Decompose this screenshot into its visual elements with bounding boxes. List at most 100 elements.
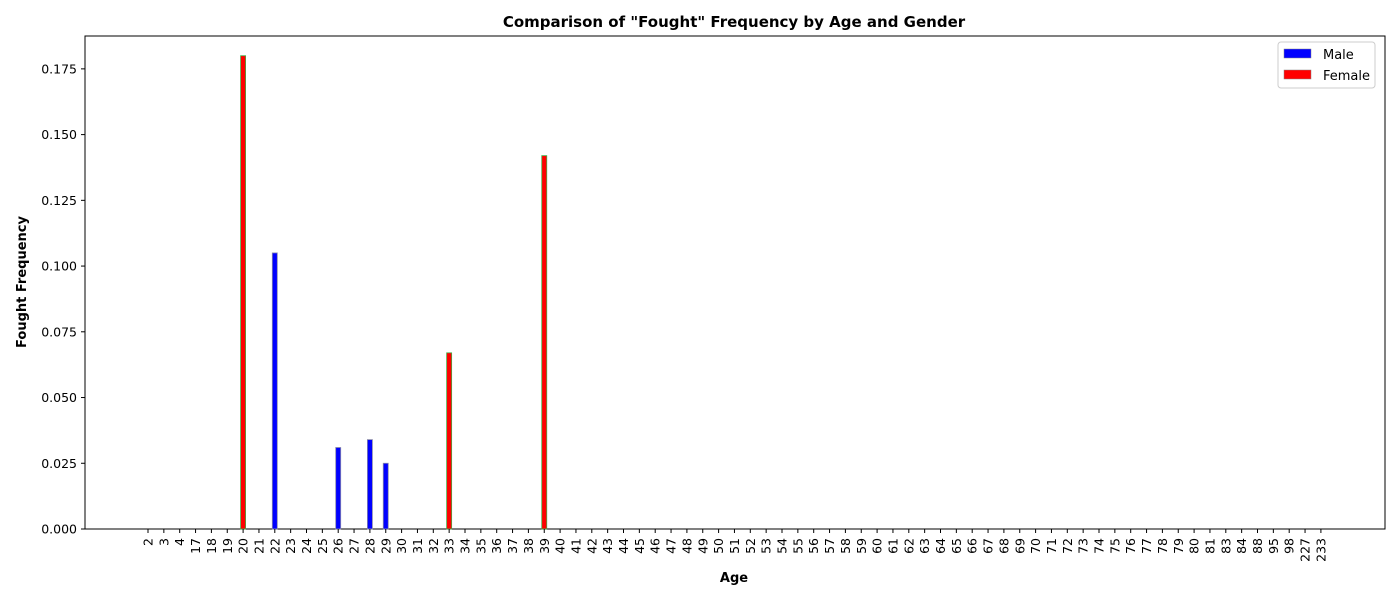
bar-female-20 <box>240 55 247 530</box>
x-tick-label: 55 <box>790 538 805 554</box>
x-tick-label: 83 <box>1218 538 1233 554</box>
x-tick-label: 37 <box>505 538 520 554</box>
y-tick-label: 0.050 <box>41 390 77 405</box>
x-tick-label: 68 <box>996 538 1011 554</box>
x-tick-label: 71 <box>1044 538 1059 554</box>
y-tick-label: 0.075 <box>41 324 77 339</box>
y-tick-label: 0.000 <box>41 522 77 537</box>
x-tick-label: 227 <box>1298 538 1313 562</box>
x-tick-label: 95 <box>1266 538 1281 554</box>
x-tick-label: 80 <box>1187 538 1202 554</box>
x-tick-label: 2 <box>141 538 156 546</box>
legend-label-female: Female <box>1323 69 1370 84</box>
x-tick-label: 81 <box>1202 538 1217 554</box>
x-tick-label: 17 <box>188 538 203 554</box>
plot-area <box>84 35 1386 530</box>
x-tick-label: 29 <box>378 538 393 554</box>
x-tick-label: 38 <box>521 538 536 554</box>
x-tick-label: 54 <box>775 538 790 554</box>
x-tick-label: 22 <box>267 538 282 554</box>
x-tick-label: 66 <box>965 538 980 554</box>
x-tick-label: 36 <box>489 538 504 554</box>
x-tick-label: 49 <box>695 538 710 554</box>
y-tick-label: 0.150 <box>41 127 77 142</box>
x-tick-label: 88 <box>1250 538 1265 554</box>
x-tick-label: 48 <box>679 538 694 554</box>
x-tick-label: 47 <box>664 538 679 554</box>
x-tick-label: 33 <box>442 538 457 554</box>
x-tick-label: 69 <box>1012 538 1027 554</box>
x-tick-label: 34 <box>458 538 473 554</box>
x-tick-label: 64 <box>933 538 948 554</box>
y-axis: 0.000 0.025 0.050 0.075 0.100 0.125 0.150 0.175 <box>41 61 85 537</box>
x-tick-label: 61 <box>885 538 900 554</box>
bar-female-33 <box>446 352 453 530</box>
x-tick-label: 40 <box>553 538 568 554</box>
x-tick-label: 72 <box>1060 538 1075 554</box>
bar-male-22 <box>271 252 278 530</box>
x-tick-label: 77 <box>1139 538 1154 554</box>
x-tick-label: 35 <box>473 538 488 554</box>
x-tick-label: 60 <box>870 538 885 554</box>
plot-frame <box>84 35 1386 530</box>
y-tick-label: 0.125 <box>41 193 77 208</box>
x-tick-label: 53 <box>759 538 774 554</box>
x-tick-label: 62 <box>901 538 916 554</box>
y-axis-label: Fought Frequency <box>15 216 30 348</box>
x-tick-label: 32 <box>426 538 441 554</box>
x-tick-label: 20 <box>236 538 251 554</box>
x-tick-label: 28 <box>362 538 377 554</box>
y-tick-label: 0.175 <box>41 61 77 76</box>
y-tick-label: 0.025 <box>41 456 77 471</box>
x-tick-label: 74 <box>1092 538 1107 554</box>
x-tick-label: 24 <box>299 538 314 554</box>
x-axis: 2 3 4 17 18 19 20 21 22 23 24 25 26 27 28 29 30 31 32 33 34 3… <box>141 529 1328 562</box>
x-tick-label: 41 <box>568 538 583 554</box>
x-tick-label: 65 <box>949 538 964 554</box>
legend-swatch-female <box>1283 69 1312 80</box>
x-tick-label: 19 <box>220 538 235 554</box>
bar-male-26 <box>335 447 342 530</box>
x-tick-label: 21 <box>251 538 266 554</box>
x-tick-label: 58 <box>838 538 853 554</box>
x-tick-label: 57 <box>822 538 837 554</box>
x-tick-label: 3 <box>156 538 171 546</box>
x-tick-label: 75 <box>1107 538 1122 554</box>
legend: Male Female <box>1277 41 1376 89</box>
x-tick-label: 63 <box>917 538 932 554</box>
x-tick-label: 23 <box>283 538 298 554</box>
x-tick-label: 84 <box>1234 538 1249 554</box>
x-tick-label: 98 <box>1282 538 1297 554</box>
x-tick-label: 233 <box>1313 538 1328 562</box>
bar-male-28 <box>366 439 373 530</box>
x-tick-label: 51 <box>727 538 742 554</box>
x-tick-label: 39 <box>537 538 552 554</box>
x-tick-label: 50 <box>711 538 726 554</box>
x-tick-label: 25 <box>315 538 330 554</box>
x-tick-label: 59 <box>854 538 869 554</box>
x-tick-label: 26 <box>331 538 346 554</box>
x-tick-label: 4 <box>172 538 187 546</box>
bars-group <box>240 55 548 530</box>
x-tick-label: 73 <box>1076 538 1091 554</box>
x-tick-label: 76 <box>1123 538 1138 554</box>
x-tick-label: 45 <box>632 538 647 554</box>
x-tick-label: 52 <box>743 538 758 554</box>
y-tick-label: 0.100 <box>41 259 77 274</box>
x-tick-label: 18 <box>204 538 219 554</box>
x-axis-label: Age <box>720 571 748 586</box>
bar-male-29 <box>382 462 389 530</box>
x-tick-label: 31 <box>410 538 425 554</box>
x-tick-label: 79 <box>1171 538 1186 554</box>
x-tick-label: 30 <box>394 538 409 554</box>
x-tick-label: 78 <box>1155 538 1170 554</box>
x-tick-label: 44 <box>616 538 631 554</box>
x-tick-label: 46 <box>648 538 663 554</box>
x-tick-label: 43 <box>600 538 615 554</box>
x-tick-label: 67 <box>981 538 996 554</box>
x-tick-label: 27 <box>347 538 362 554</box>
x-tick-label: 42 <box>584 538 599 554</box>
chart-title: Comparison of "Fought" Frequency by Age … <box>503 13 966 31</box>
bar-female-39 <box>541 155 548 530</box>
